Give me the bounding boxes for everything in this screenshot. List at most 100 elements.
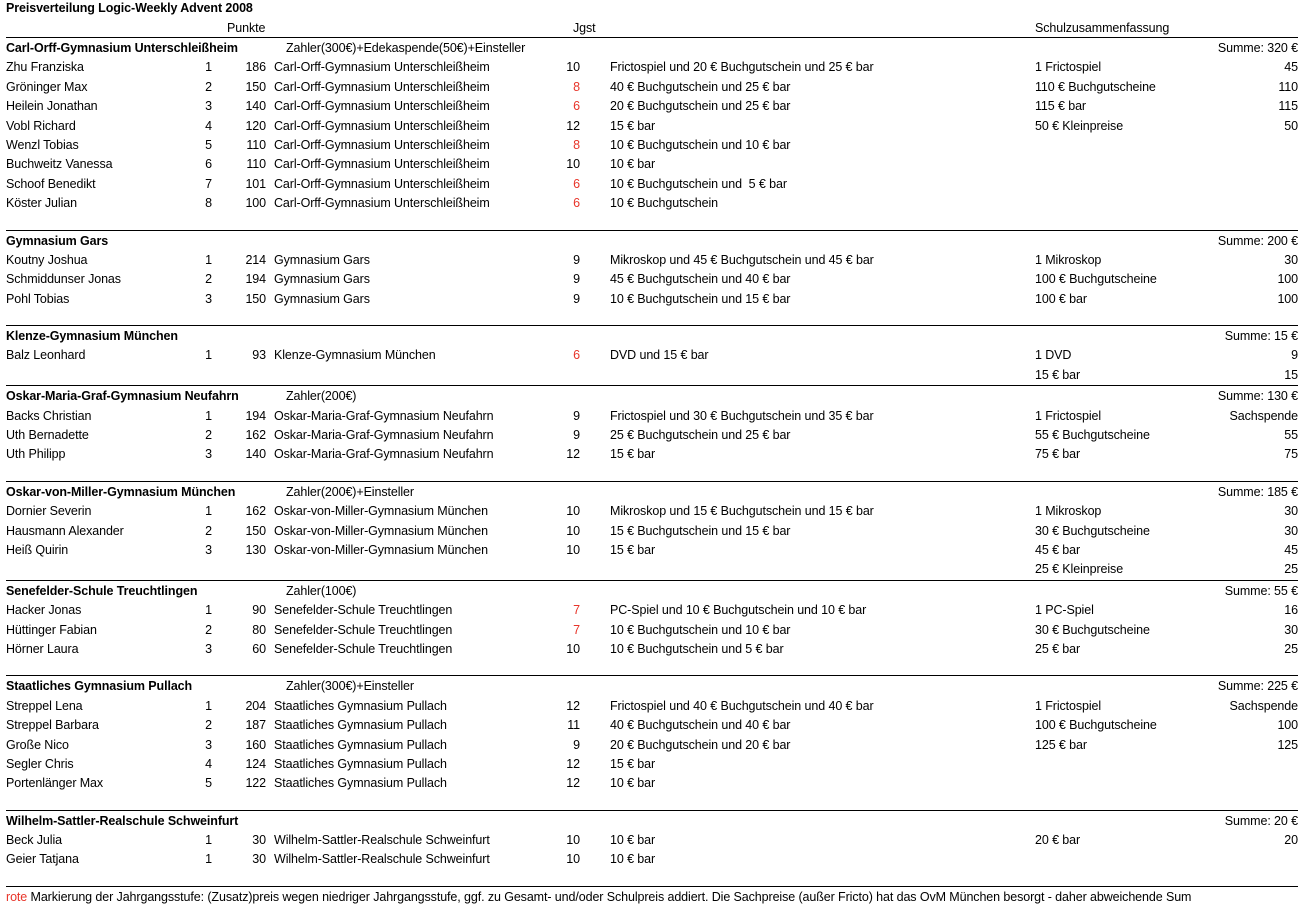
school-cell: Oskar-von-Miller-Gymnasium München [274, 504, 489, 519]
school-section: Senefelder-Schule Treuchtlingen Zahler(1… [6, 579, 1298, 676]
grade-cell: 9 [573, 252, 580, 267]
grade-cell: 12 [566, 447, 580, 462]
rank-cell: 3 [205, 447, 212, 462]
table-row: Hüttinger Fabian 2 80 Senefelder-Schule … [6, 621, 1298, 640]
rank-cell: 2 [205, 622, 212, 637]
grade-cell: 10 [566, 60, 580, 75]
summary-label-cell: 125 € bar [1035, 737, 1087, 752]
points-cell: 140 [245, 447, 266, 462]
payer-note: Zahler(300€)+Einsteller [286, 679, 414, 694]
grade-cell: 12 [566, 698, 580, 713]
payer-note [280, 327, 286, 346]
points-cell: 124 [245, 756, 266, 771]
school-section: Klenze-Gymnasium München Summe: 15 € Bal… [6, 325, 1298, 385]
table-row: Gröninger Max 2 150 Carl-Orff-Gymnasium … [6, 78, 1298, 97]
summary-value-cell: 125 [1277, 737, 1298, 752]
school-cell: Oskar-von-Miller-Gymnasium München [274, 523, 489, 538]
player-name-cell: Heiß Quirin [6, 542, 69, 557]
player-name-cell: Balz Leonhard [6, 348, 86, 363]
grade-cell: 9 [573, 428, 580, 443]
school-cell: Gymnasium Gars [274, 252, 370, 267]
points-cell: 194 [245, 272, 266, 287]
player-name-cell: Uth Philipp [6, 447, 66, 462]
points-cell: 162 [245, 428, 266, 443]
payer-note: Zahler(300€)+Edekaspende(50€)+Einsteller [286, 41, 526, 55]
rank-cell: 1 [205, 698, 212, 713]
points-cell [212, 560, 266, 579]
grade-cell: 10 [566, 641, 580, 656]
school-cell: Staatliches Gymnasium Pullach [274, 698, 447, 713]
summary-label-cell: 50 € Kleinpreise [1035, 118, 1124, 133]
summary-label-cell: 30 € Buchgutscheine [1035, 622, 1150, 637]
summary-label-cell: 1 Frictospiel [1035, 408, 1102, 423]
school-name: Senefelder-Schule Treuchtlingen [6, 583, 198, 598]
player-name-cell: Heilein Jonathan [6, 99, 98, 114]
table-row: Streppel Barbara 2 187 Staatliches Gymna… [6, 716, 1298, 735]
summary-value-cell: 75 [1284, 447, 1298, 462]
prize-cell: 45 € Buchgutschein und 40 € bar [610, 272, 791, 287]
rank-cell: 2 [205, 79, 212, 94]
summary-value-cell: Sachspende [1229, 698, 1298, 713]
rank-cell: 2 [205, 272, 212, 287]
grade-cell: 8 [573, 137, 580, 152]
grade-cell: 11 [567, 718, 580, 733]
player-name-cell: Schmiddunser Jonas [6, 272, 121, 287]
section-rows: Streppel Lena 1 204 Staatliches Gymnasiu… [6, 697, 1298, 794]
prize-cell: 10 € Buchgutschein und 10 € bar [610, 137, 791, 152]
prize-cell: 15 € bar [610, 447, 656, 462]
summary-value-cell: 9 [1291, 348, 1298, 363]
school-section: Staatliches Gymnasium Pullach Zahler(300… [6, 675, 1298, 809]
table-row: 15 € bar 15 [6, 366, 1298, 385]
school-cell: Oskar-Maria-Graf-Gymnasium Neufahrn [274, 428, 494, 443]
school-cell [266, 366, 540, 385]
summary-label-cell: 100 € Buchgutscheine [1035, 718, 1157, 733]
summary-value-cell: 45 [1284, 542, 1298, 557]
summary-value-cell: 20 [1284, 833, 1298, 848]
summary-value-cell: 50 [1284, 118, 1298, 133]
section-sum: Summe: 225 € [1217, 679, 1298, 694]
section-sum: Summe: 200 € [1217, 233, 1298, 248]
points-cell: 120 [245, 118, 266, 133]
summary-value-cell: 45 [1284, 60, 1298, 75]
player-name-cell: Portenlänger Max [6, 776, 104, 791]
summary-label-cell: 75 € bar [1035, 447, 1081, 462]
payer-note: Zahler(200€) [286, 389, 357, 404]
prize-cell: 15 € bar [610, 756, 656, 771]
rank-cell: 3 [205, 641, 212, 656]
prize-cell: 10 € Buchgutschein und 15 € bar [610, 291, 791, 306]
summary-label-cell: 45 € bar [1035, 542, 1081, 557]
school-cell: Senefelder-Schule Treuchtlingen [274, 641, 453, 656]
points-cell: 150 [245, 79, 266, 94]
prize-cell: 10 € bar [610, 833, 656, 848]
summary-label-cell: 30 € Buchgutscheine [1035, 523, 1150, 538]
player-name-cell: Dornier Severin [6, 504, 92, 519]
prize-cell: Frictospiel und 20 € Buchgutschein und 2… [610, 60, 874, 75]
rank-cell: 1 [205, 408, 212, 423]
rank-cell [190, 366, 212, 385]
summary-value-cell [1190, 774, 1298, 793]
table-row: Hacker Jonas 1 90 Senefelder-Schule Treu… [6, 601, 1298, 620]
player-name-cell: Streppel Lena [6, 698, 83, 713]
summary-label-cell: 1 Mikroskop [1035, 504, 1102, 519]
school-cell: Carl-Orff-Gymnasium Unterschleißheim [274, 118, 490, 133]
grade-cell: 10 [566, 542, 580, 557]
points-cell: 110 [246, 137, 266, 152]
points-cell: 30 [252, 833, 266, 848]
rank-cell: 1 [205, 852, 212, 867]
grade-cell: 10 [566, 523, 580, 538]
school-name: Wilhelm-Sattler-Realschule Schweinfurt [6, 813, 239, 828]
summary-value-cell: 100 [1277, 291, 1298, 306]
summary-label-cell: 55 € Buchgutscheine [1035, 428, 1150, 443]
summary-label-cell: 1 Frictospiel [1035, 698, 1102, 713]
grade-cell: 9 [573, 272, 580, 287]
school-cell: Carl-Orff-Gymnasium Unterschleißheim [274, 99, 490, 114]
table-row: Buchweitz Vanessa 6 110 Carl-Orff-Gymnas… [6, 155, 1298, 174]
section-header: Senefelder-Schule Treuchtlingen Zahler(1… [6, 582, 1298, 601]
prize-cell: 25 € Buchgutschein und 25 € bar [610, 428, 791, 443]
school-name: Staatliches Gymnasium Pullach [6, 679, 193, 694]
summary-label-cell [1028, 194, 1190, 213]
player-name-cell: Geier Tatjana [6, 852, 79, 867]
section-header: Oskar-von-Miller-Gymnasium München Zahle… [6, 483, 1298, 502]
points-cell: 186 [245, 60, 266, 75]
section-rows: Koutny Joshua 1 214 Gymnasium Gars 9 Mik… [6, 251, 1298, 309]
